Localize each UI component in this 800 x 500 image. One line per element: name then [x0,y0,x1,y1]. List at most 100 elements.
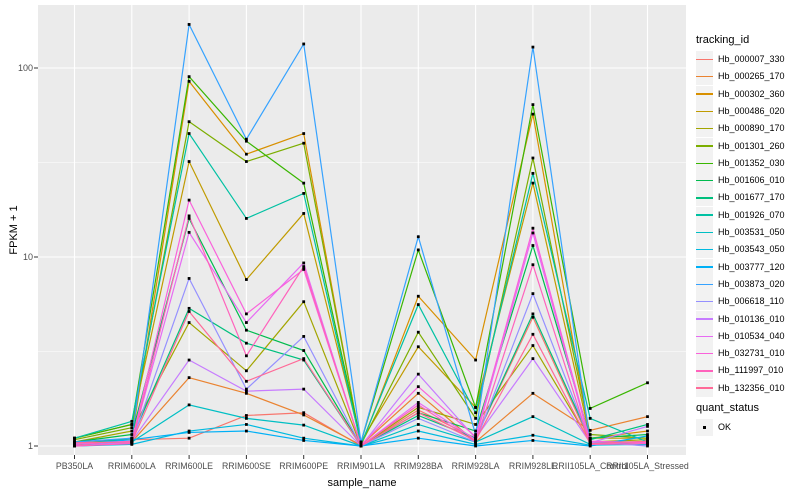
legend-entry-Hb_001352_030: Hb_001352_030 [696,154,800,172]
data-point [531,439,535,442]
data-point [416,391,420,395]
data-point [302,181,306,185]
data-point [588,444,592,448]
legend-key-line-icon [696,58,713,61]
x-tick-label-RRIM901LA: RRIM901LA [337,461,385,471]
x-tick-label-RRIM600LA: RRIM600LA [107,461,156,471]
legend-key-line-icon [696,93,713,95]
legend-key-box [696,51,713,68]
data-point [245,389,248,393]
data-point [187,214,191,218]
x-tick-label-RRIM600PE: RRIM600PE [279,461,329,471]
data-point [646,433,649,436]
legend-entry-label: Hb_111997_010 [718,365,784,376]
data-point [416,401,420,404]
legend-entry-label: Hb_000486_020 [718,105,785,116]
data-point [130,429,134,433]
data-point [646,434,649,438]
data-point [245,429,248,433]
data-point [359,440,363,444]
data-point [187,436,191,440]
data-point [588,407,592,410]
data-point [588,428,592,432]
data-point [130,419,134,423]
legend-key-box [696,172,713,190]
legend-entry-label: Hb_003777_120 [718,261,785,272]
data-point [588,439,592,443]
legend-entry-label: Hb_001677_170 [718,192,785,203]
legend-entry-label: Hb_006618_110 [718,296,784,307]
legend-key-box [696,293,713,311]
data-point [302,358,306,362]
data-point [531,171,535,175]
legend-key-box [696,345,713,363]
data-point [531,103,535,107]
data-point [302,349,306,352]
data-point [531,391,535,395]
legend-entry-label: Hb_000890_170 [718,123,785,134]
data-point [302,357,306,361]
data-point [416,414,420,417]
data-point [73,442,76,446]
data-point [187,160,191,163]
data-point [474,444,477,448]
data-point [245,387,248,391]
legend-key-box [696,362,713,380]
legend-entry-label: Hb_000302_360 [718,88,785,99]
data-point [416,303,420,306]
legend-key-box [696,206,713,224]
data-point [130,433,134,436]
legend-key-box [696,154,713,172]
data-point [73,436,76,440]
legend-key-box [696,327,713,345]
legend-entry-Hb_000486_020: Hb_000486_020 [696,102,800,120]
data-point [130,440,134,444]
data-point [416,248,420,252]
data-point [245,139,248,143]
y-tick-label-100: 100 [17,63,33,73]
data-point [302,300,306,304]
x-tick-label-PB350LA: PB350LA [55,461,94,471]
data-point [531,344,535,347]
data-point [416,436,420,440]
data-point [245,341,248,345]
data-point [474,442,477,446]
legend-entry-label: Hb_003543_050 [718,244,785,255]
data-point [245,369,248,373]
data-point [245,391,248,395]
x-tick-label-RRII105LA_Stressed: RRII105LA_Stressed [606,461,689,471]
data-point [245,152,248,156]
data-point [531,263,535,267]
data-point [474,435,477,439]
legend-entry-label: Hb_032731_010 [718,348,785,359]
data-point [245,328,248,332]
legend-key-line-icon [696,231,713,234]
legend-entry-Hb_032731_010: Hb_032731_010 [696,345,800,363]
data-point [474,411,477,415]
data-point [531,357,535,361]
data-point [187,132,191,135]
legend-key-box [696,102,713,120]
legend-entry-label: Hb_003531_050 [718,227,785,237]
y-tick-label-10: 10 [22,252,33,262]
data-point [474,439,477,442]
data-point [646,424,649,428]
data-point [474,433,477,436]
data-point [416,423,420,426]
data-point [187,79,191,83]
black-square-point-icon [703,426,706,429]
legend-key-box [696,258,713,276]
legend-entry-label: Hb_001606_010 [718,175,785,186]
data-point [130,438,134,442]
legend-key-box [696,189,713,207]
data-point [588,442,592,445]
legend-key-line-icon [696,249,713,251]
legend-entry-Hb_000265_170: Hb_000265_170 [696,68,800,86]
data-point [187,306,191,310]
data-point [302,132,306,135]
legend-entry-Hb_006618_110: Hb_006618_110 [696,293,800,311]
data-point [531,156,535,160]
data-point [646,415,649,419]
x-tick-label-RRII105LA_Control: RRII105LA_Control [552,461,629,471]
